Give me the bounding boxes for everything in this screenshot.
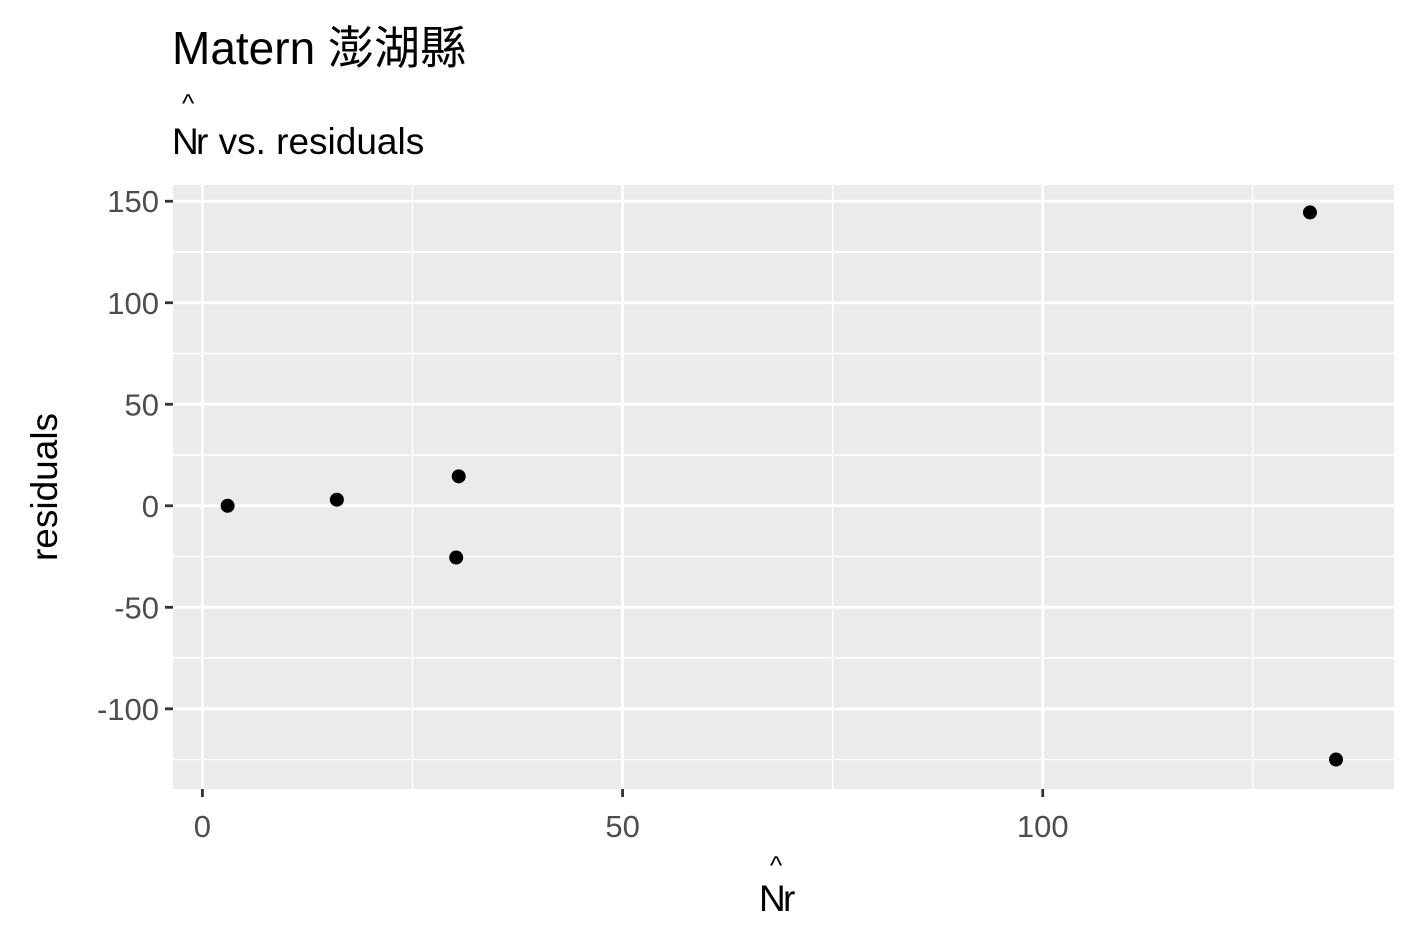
x-axis-title: N ^ r <box>759 850 795 919</box>
chart-title: Matern 澎湖縣 <box>172 22 466 74</box>
x-axis-title-hat-letter: N <box>759 878 786 919</box>
major-gridlines <box>173 185 1394 789</box>
x-tick-label: 50 <box>605 809 639 844</box>
minor-gridlines <box>173 185 1394 789</box>
data-point <box>451 469 466 484</box>
data-point <box>329 492 344 507</box>
x-axis-title-text: r <box>783 878 795 919</box>
y-tick-label: -50 <box>114 590 159 625</box>
x-tick-label: 0 <box>194 809 211 844</box>
y-axis: -100 -50 0 50 100 150 <box>97 184 173 727</box>
y-tick-label: 50 <box>125 387 159 422</box>
y-axis-title: residuals <box>24 413 65 561</box>
chart-subtitle: N ^ r vs. residuals <box>172 88 424 162</box>
data-points <box>220 205 1344 767</box>
subtitle-hat: ^ <box>182 88 195 118</box>
x-axis: 0 50 100 <box>194 789 1069 844</box>
data-point <box>449 550 464 565</box>
subtitle-hat-letter: N <box>172 121 199 162</box>
data-point <box>220 498 235 513</box>
data-point <box>1302 205 1317 220</box>
data-point <box>1329 752 1344 767</box>
y-tick-label: -100 <box>97 692 159 727</box>
x-tick-label: 100 <box>1017 809 1069 844</box>
y-tick-label: 100 <box>107 286 159 321</box>
y-tick-label: 0 <box>142 489 159 524</box>
x-axis-title-hat: ^ <box>770 850 783 880</box>
plot-panel <box>173 185 1394 789</box>
subtitle-text: r vs. residuals <box>196 121 424 162</box>
y-tick-label: 150 <box>107 184 159 219</box>
